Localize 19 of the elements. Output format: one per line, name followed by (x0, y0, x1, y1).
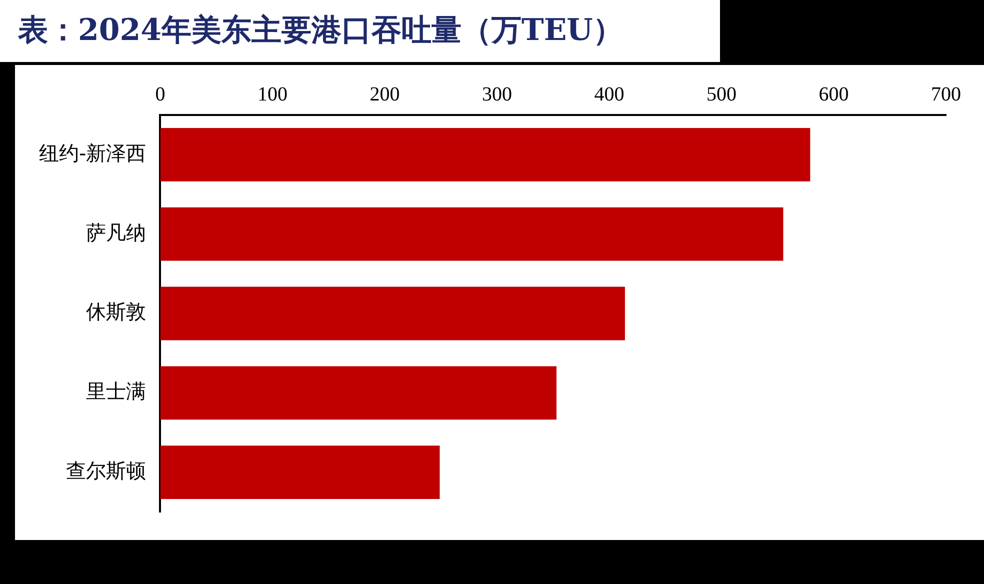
x-tick-label: 500 (706, 83, 736, 106)
x-tick-label: 300 (482, 83, 512, 106)
x-tick-label: 700 (931, 83, 961, 106)
bar (160, 207, 784, 261)
x-tick-label: 100 (257, 83, 288, 106)
y-tick-label: 纽约-新泽西 (39, 140, 146, 165)
bar (160, 446, 440, 499)
bar (160, 286, 625, 340)
x-tick-label: 600 (818, 83, 849, 106)
y-tick-label: 休斯敦 (86, 300, 146, 324)
bar (160, 128, 810, 182)
bar (160, 366, 556, 420)
x-tick-label: 0 (155, 83, 166, 106)
x-tick-label: 400 (594, 83, 624, 106)
y-tick-label: 里士满 (86, 379, 146, 404)
y-tick-label: 萨凡纳 (86, 220, 146, 244)
x-tick-label: 200 (370, 83, 400, 106)
chart-title: 表：2024年美东主要港口吞吐量（万TEU） (0, 0, 720, 62)
y-tick-label: 查尔斯顿 (66, 458, 146, 483)
